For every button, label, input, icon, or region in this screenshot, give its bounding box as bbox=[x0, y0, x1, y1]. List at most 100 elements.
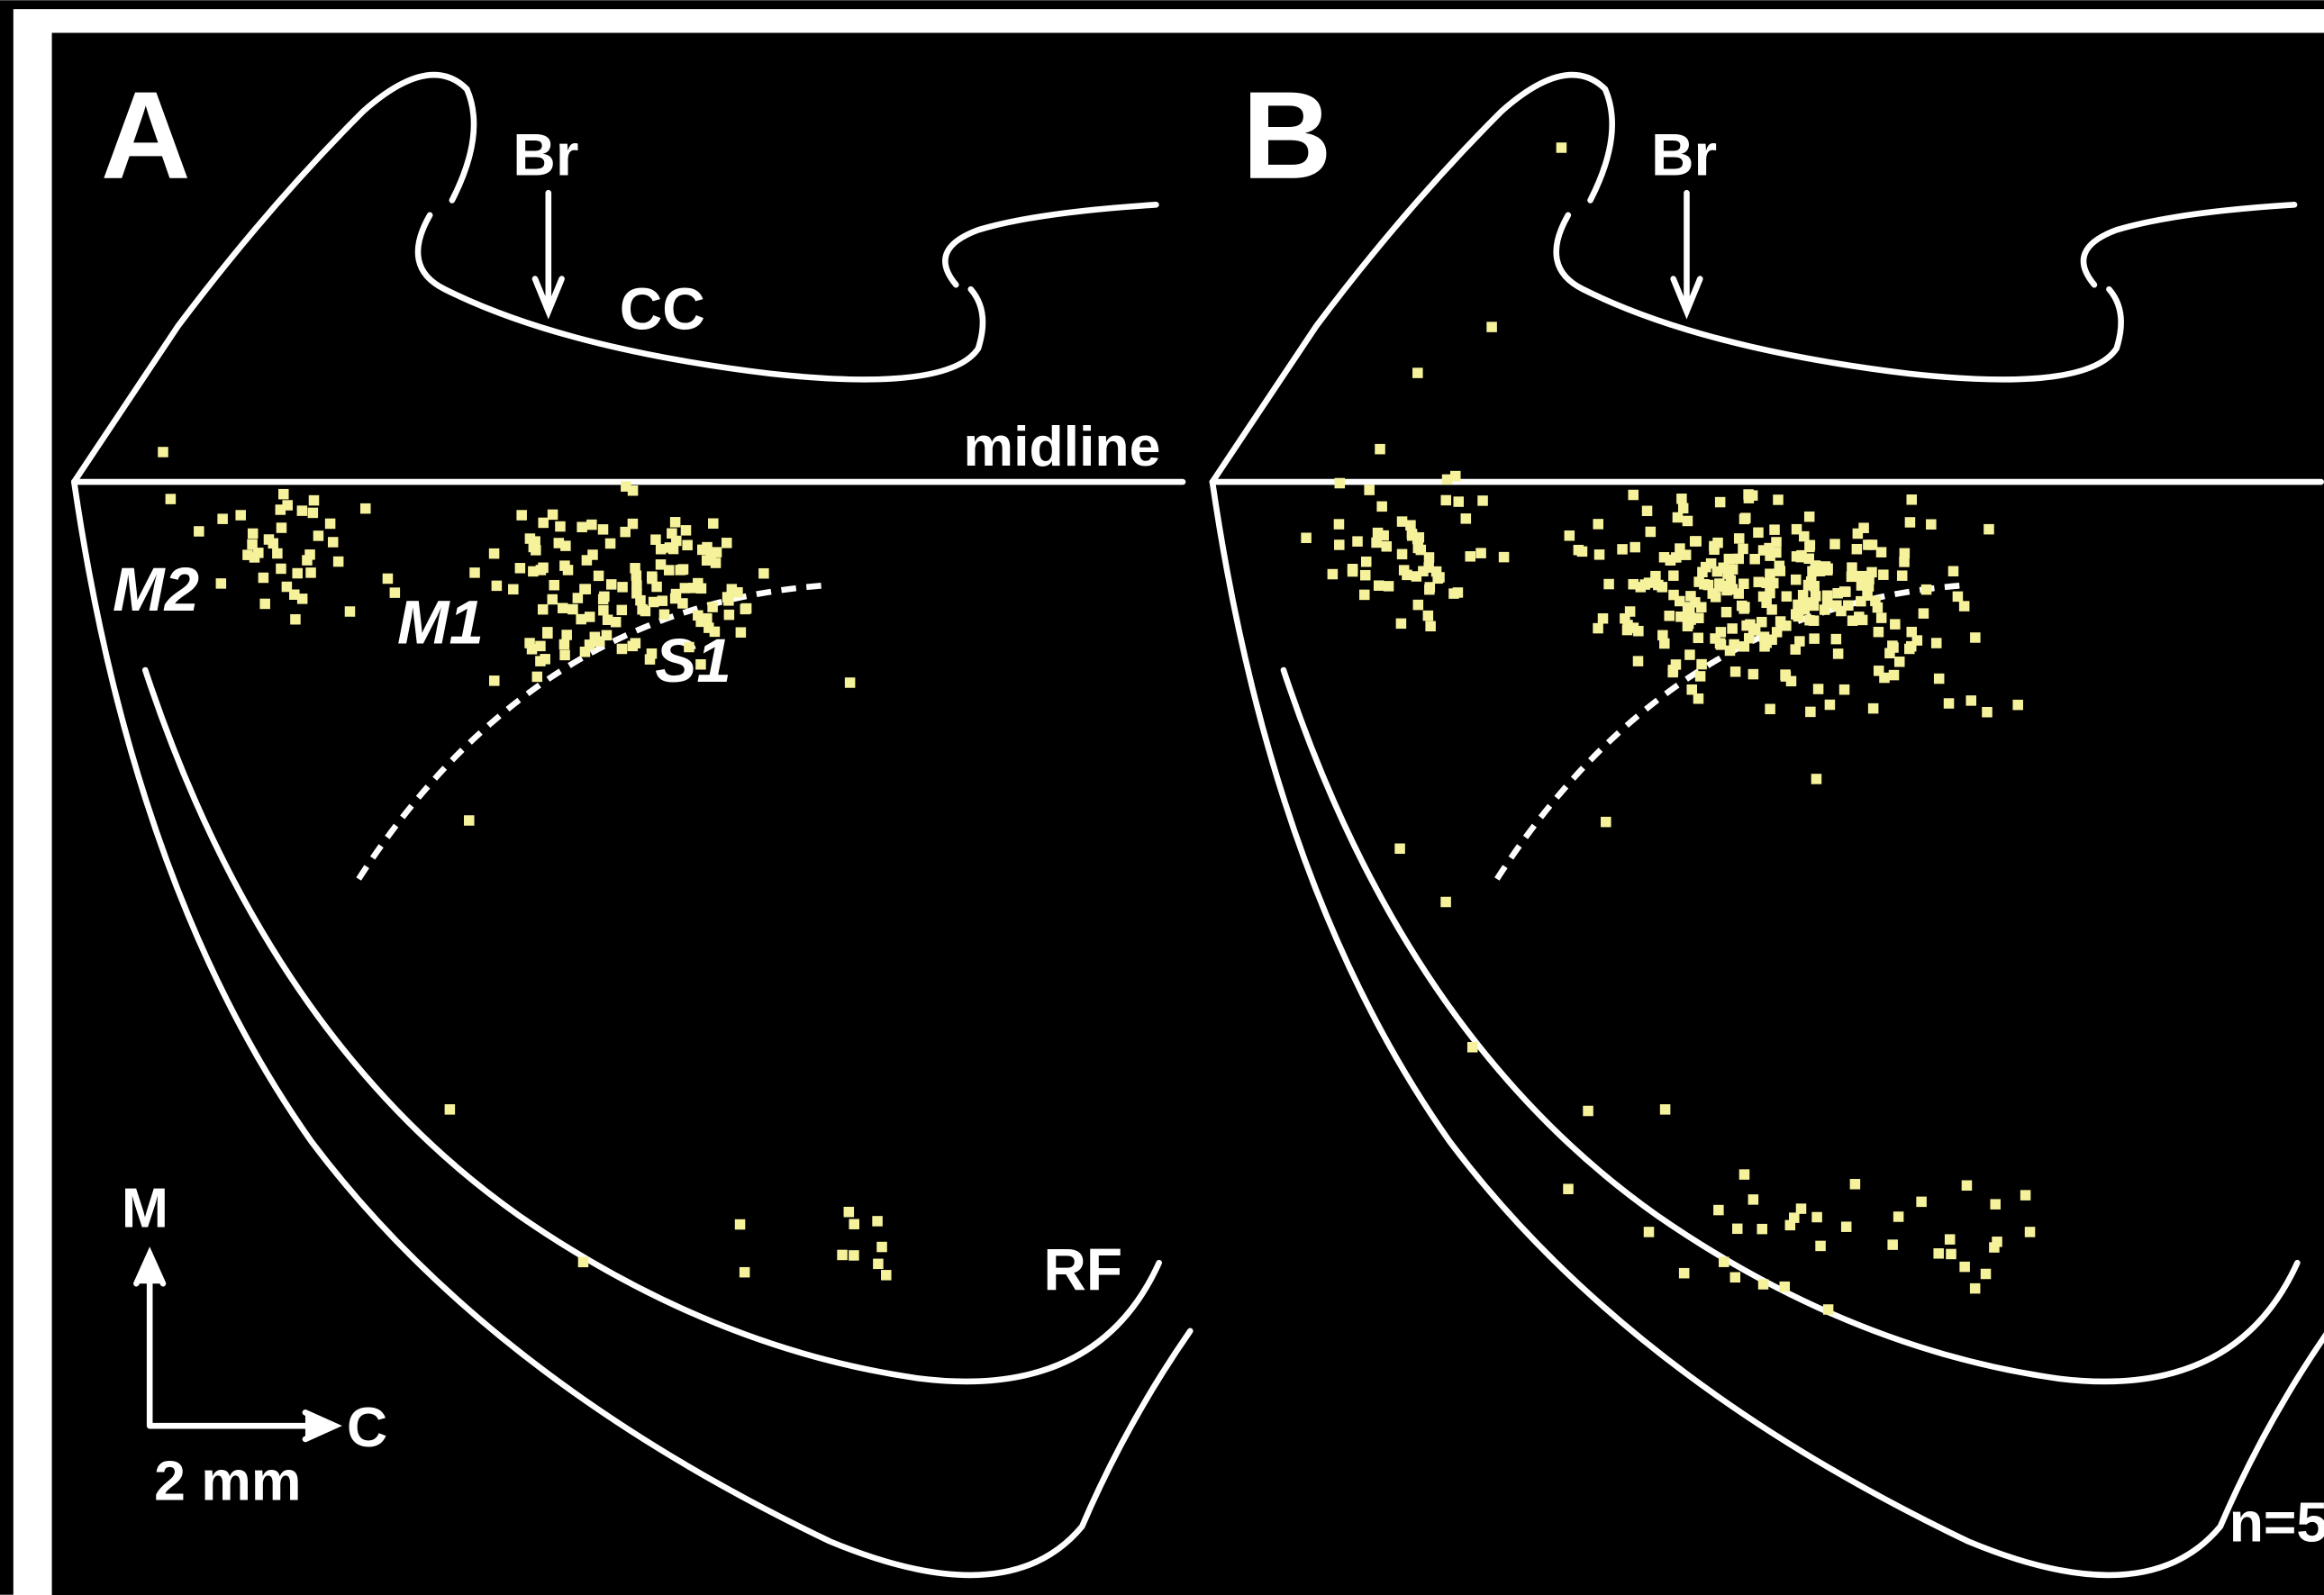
cell-dot bbox=[1965, 695, 1976, 706]
cell-dot bbox=[845, 677, 856, 688]
cell-dot bbox=[670, 517, 681, 528]
cell-dot bbox=[532, 672, 543, 683]
cell-dot bbox=[1811, 1212, 1822, 1223]
cell-dot bbox=[469, 567, 480, 578]
cell-dot bbox=[1657, 630, 1668, 641]
cell-dot bbox=[1815, 1241, 1826, 1252]
cell-dot bbox=[1782, 591, 1793, 602]
cell-dot bbox=[1761, 638, 1772, 648]
cell-dot bbox=[1764, 543, 1775, 554]
cell-dot bbox=[1696, 659, 1707, 670]
cell-dot bbox=[525, 533, 536, 544]
cell-dot bbox=[1721, 607, 1732, 618]
cell-dot bbox=[1716, 639, 1727, 650]
cell-dot bbox=[1854, 612, 1865, 622]
cell-dot bbox=[538, 518, 549, 529]
cell-dot bbox=[1653, 580, 1664, 591]
cell-dot bbox=[1465, 551, 1475, 562]
cell-dot bbox=[1868, 703, 1879, 714]
cell-dot bbox=[1412, 367, 1423, 378]
cell-dot bbox=[1874, 627, 1884, 638]
cell-dot bbox=[1785, 1220, 1796, 1231]
cell-dot bbox=[264, 534, 275, 545]
cell-dot bbox=[559, 639, 570, 650]
cell-dot bbox=[1565, 530, 1575, 541]
cell-dot bbox=[735, 1219, 746, 1230]
cell-dot bbox=[1693, 612, 1704, 623]
cell-dot bbox=[1897, 570, 1908, 581]
cell-dot bbox=[1716, 627, 1727, 638]
panel-letter: B bbox=[1242, 67, 1332, 205]
cell-dot bbox=[1727, 623, 1738, 634]
cell-dot bbox=[1668, 570, 1679, 581]
cell-dot bbox=[1832, 588, 1843, 599]
cell-dot bbox=[540, 654, 550, 665]
cell-dot bbox=[1931, 638, 1942, 648]
cell-dot bbox=[1695, 671, 1706, 682]
cell-dot bbox=[559, 650, 570, 661]
cell-dot bbox=[1601, 817, 1611, 828]
cell-dot bbox=[1396, 619, 1407, 630]
cell-dot bbox=[1676, 494, 1687, 504]
cell-dot bbox=[1424, 552, 1435, 563]
cell-dot bbox=[282, 500, 293, 511]
cell-dot bbox=[684, 642, 694, 653]
cell-dot bbox=[1359, 590, 1370, 601]
cell-dot bbox=[1804, 615, 1815, 626]
cell-dot bbox=[1758, 592, 1769, 603]
cell-dot bbox=[702, 613, 713, 624]
cell-dot bbox=[1574, 545, 1584, 556]
cell-dot bbox=[1890, 619, 1901, 630]
cell-dot bbox=[1382, 541, 1393, 552]
cell-dot bbox=[1847, 562, 1857, 573]
cell-dot bbox=[1748, 669, 1759, 680]
cell-dot bbox=[1916, 1197, 1927, 1208]
cell-dot bbox=[1933, 1248, 1944, 1259]
cell-dot bbox=[1679, 1268, 1690, 1279]
cell-dot bbox=[516, 510, 527, 521]
cell-dot bbox=[1423, 611, 1434, 621]
cell-dot bbox=[1425, 621, 1436, 632]
cell-dot bbox=[667, 529, 677, 539]
cell-dot bbox=[1809, 633, 1820, 644]
cell-dot bbox=[1893, 1211, 1904, 1222]
cell-dot bbox=[1876, 612, 1887, 623]
cell-dot bbox=[1715, 497, 1726, 508]
cell-dot bbox=[216, 578, 227, 589]
cell-dot bbox=[1772, 627, 1783, 638]
cell-dot bbox=[659, 610, 670, 621]
label-midline: midline bbox=[964, 415, 1161, 478]
cell-dot bbox=[2025, 1227, 2036, 1237]
cell-dot bbox=[1790, 644, 1801, 655]
cell-dot bbox=[576, 521, 587, 532]
cell-dot bbox=[849, 1219, 859, 1229]
cell-dot bbox=[576, 614, 586, 625]
cell-dot bbox=[1864, 574, 1875, 585]
cell-dot bbox=[248, 529, 259, 539]
cell-dot bbox=[561, 630, 572, 640]
cell-dot bbox=[1887, 1239, 1898, 1250]
cell-dot bbox=[598, 524, 609, 535]
cell-dot bbox=[1825, 700, 1836, 711]
cell-dot bbox=[1659, 552, 1670, 563]
cell-dot bbox=[1678, 503, 1689, 514]
cell-dot bbox=[1894, 657, 1905, 667]
cell-dot bbox=[1804, 542, 1815, 553]
cell-dot bbox=[278, 489, 289, 500]
cell-dot bbox=[1563, 1183, 1574, 1194]
cell-dot bbox=[711, 557, 722, 568]
cell-dot bbox=[1628, 490, 1639, 501]
cell-dot bbox=[617, 582, 628, 593]
cell-dot bbox=[741, 603, 752, 614]
cell-dot bbox=[710, 627, 721, 638]
cell-dot bbox=[548, 510, 558, 521]
cell-dot bbox=[1833, 648, 1844, 659]
cell-dot bbox=[606, 579, 617, 590]
cell-dot bbox=[1557, 142, 1567, 153]
cell-dot bbox=[586, 520, 597, 530]
cell-dot bbox=[282, 582, 293, 593]
label-m1: M1 bbox=[397, 586, 484, 657]
cell-dot bbox=[594, 571, 604, 582]
cell-dot bbox=[217, 513, 228, 524]
cell-dot bbox=[1761, 577, 1772, 588]
